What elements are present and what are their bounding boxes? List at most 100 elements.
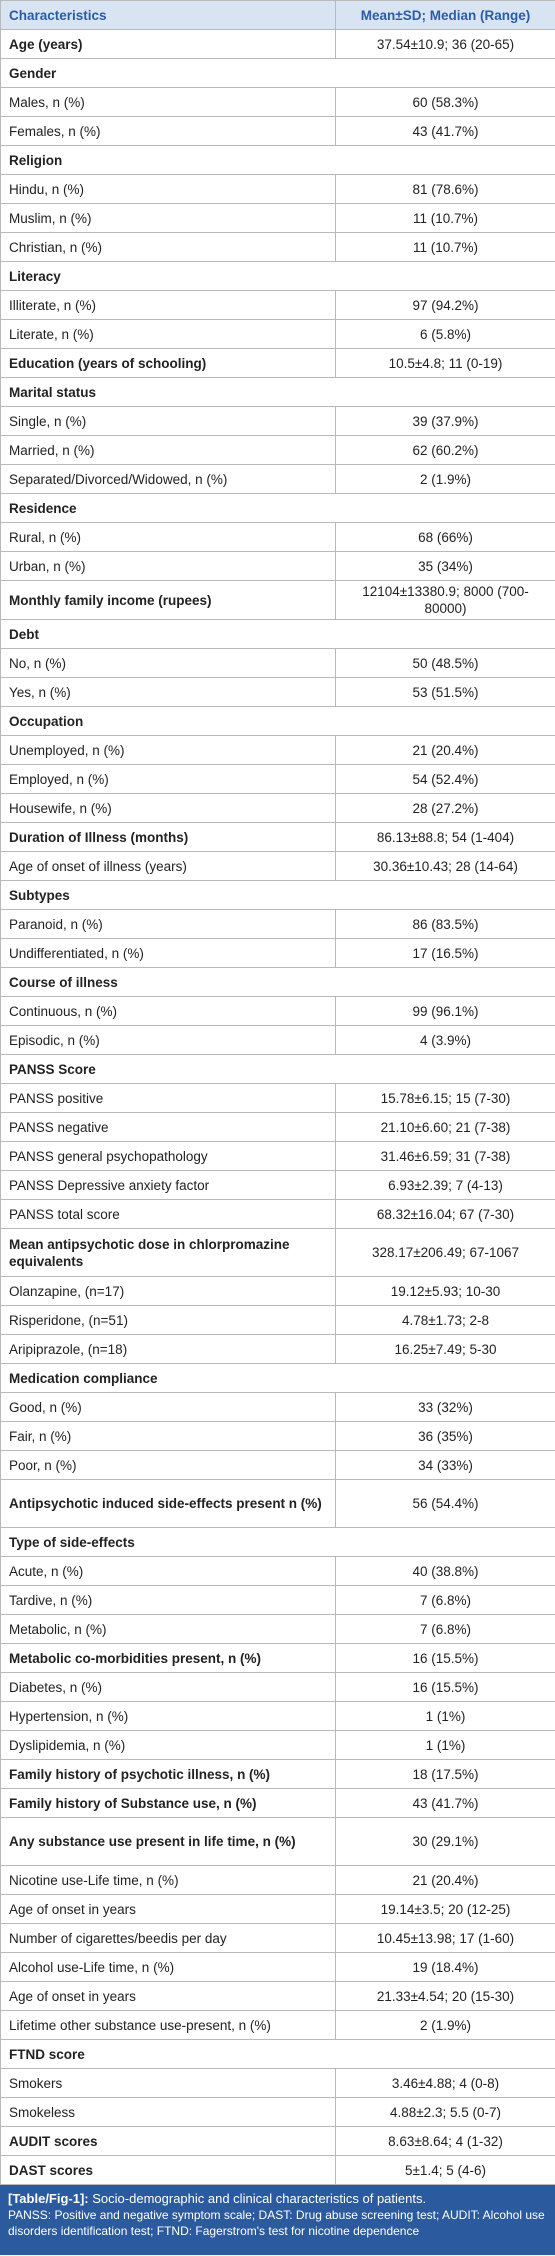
table-cell: Aripiprazole, (n=18) — [0, 1334, 336, 1364]
table-cell: 12104±13380.9; 8000 (700-80000) — [335, 580, 555, 620]
table-row: Metabolic co-morbidities present, n (%) 1… — [0, 1643, 555, 1673]
table-cell: 39 (37.9%) — [335, 406, 555, 436]
table-cell: Age of onset in years — [0, 1894, 336, 1924]
table-row: PANSS total score 68.32±16.04; 67 (7-30) — [0, 1199, 555, 1229]
table-cell: Antipsychotic induced side-effects prese… — [0, 1479, 336, 1528]
table-cell: 99 (96.1%) — [335, 996, 555, 1026]
table-cell: 10.5±4.8; 11 (0-19) — [335, 348, 555, 378]
table-cell: Type of side-effects — [0, 1527, 555, 1557]
table-cell: Age of onset in years — [0, 1981, 336, 2011]
table-cell: 21.33±4.54; 20 (15-30) — [335, 1981, 555, 2011]
table-cell: 16 (15.5%) — [335, 1643, 555, 1673]
table-row: Antipsychotic induced side-effects prese… — [0, 1479, 555, 1528]
table-row: Muslim, n (%) 11 (10.7%) — [0, 203, 555, 233]
table-cell: Acute, n (%) — [0, 1556, 336, 1586]
table-cell: 62 (60.2%) — [335, 435, 555, 465]
table-row: Yes, n (%) 53 (51.5%) — [0, 677, 555, 707]
table-cell: AUDIT scores — [0, 2126, 336, 2156]
table-row: Family history of psychotic illness, n (… — [0, 1759, 555, 1789]
caption-title: Socio-demographic and clinical character… — [92, 2191, 427, 2206]
table-cell: Smokeless — [0, 2097, 336, 2127]
table-cell: 6.93±2.39; 7 (4-13) — [335, 1170, 555, 1200]
table-cell: Undifferentiated, n (%) — [0, 938, 336, 968]
table-cell: 43 (41.7%) — [335, 116, 555, 146]
table-row: Episodic, n (%) 4 (3.9%) — [0, 1025, 555, 1055]
table-cell: Marital status — [0, 377, 555, 407]
table-cell: No, n (%) — [0, 648, 336, 678]
table-cell: Duration of Illness (months) — [0, 822, 336, 852]
table-cell: PANSS Depressive anxiety factor — [0, 1170, 336, 1200]
table-cell: Hindu, n (%) — [0, 174, 336, 204]
table-cell: PANSS general psychopathology — [0, 1141, 336, 1171]
table-cell: 56 (54.4%) — [335, 1479, 555, 1528]
table-cell: Family history of psychotic illness, n (… — [0, 1759, 336, 1789]
caption-label: [Table/Fig-1]: — [8, 2191, 89, 2206]
table-cell: 4 (3.9%) — [335, 1025, 555, 1055]
table-cell: Unemployed, n (%) — [0, 735, 336, 765]
table-cell: Subtypes — [0, 880, 555, 910]
table-cell: 11 (10.7%) — [335, 203, 555, 233]
table-row: Good, n (%) 33 (32%) — [0, 1392, 555, 1422]
table-cell: Muslim, n (%) — [0, 203, 336, 233]
table-cell: PANSS Score — [0, 1054, 555, 1084]
table-row: AUDIT scores 8.63±8.64; 4 (1-32) — [0, 2126, 555, 2156]
caption-note: PANSS: Positive and negative symptom sca… — [8, 2208, 545, 2238]
table-row: Smokeless 4.88±2.3; 5.5 (0-7) — [0, 2097, 555, 2127]
table-cell: Females, n (%) — [0, 116, 336, 146]
table-cell: Fair, n (%) — [0, 1421, 336, 1451]
table-cell: Age (years) — [0, 29, 336, 59]
table-cell: Monthly family income (rupees) — [0, 580, 336, 620]
section-row: Marital status — [0, 377, 555, 407]
table-cell: Religion — [0, 145, 555, 175]
header-row: Characteristics Mean±SD; Median (Range) — [0, 0, 555, 30]
table-row: Married, n (%) 62 (60.2%) — [0, 435, 555, 465]
table-cell: 7 (6.8%) — [335, 1614, 555, 1644]
table-cell: Poor, n (%) — [0, 1450, 336, 1480]
table-row: Rural, n (%) 68 (66%) — [0, 522, 555, 552]
table-row: Alcohol use-Life time, n (%) 19 (18.4%) — [0, 1952, 555, 1982]
table-cell: 5±1.4; 5 (4-6) — [335, 2155, 555, 2185]
table-cell: Separated/Divorced/Widowed, n (%) — [0, 464, 336, 494]
table-cell: 16 (15.5%) — [335, 1672, 555, 1702]
table-row: Undifferentiated, n (%) 17 (16.5%) — [0, 938, 555, 968]
table-cell: Metabolic, n (%) — [0, 1614, 336, 1644]
table-cell: 10.45±13.98; 17 (1-60) — [335, 1923, 555, 1953]
table-cell: 40 (38.8%) — [335, 1556, 555, 1586]
table-cell: 33 (32%) — [335, 1392, 555, 1422]
table-row: Aripiprazole, (n=18) 16.25±7.49; 5-30 — [0, 1334, 555, 1364]
table-cell: 4.88±2.3; 5.5 (0-7) — [335, 2097, 555, 2127]
section-row: Medication compliance — [0, 1363, 555, 1393]
section-row: Occupation — [0, 706, 555, 736]
table-cell: 30 (29.1%) — [335, 1817, 555, 1866]
table-cell: Married, n (%) — [0, 435, 336, 465]
table-cell: 36 (35%) — [335, 1421, 555, 1451]
table-cell: 4.78±1.73; 2-8 — [335, 1305, 555, 1335]
table-cell: Medication compliance — [0, 1363, 555, 1393]
table-row: Mean antipsychotic dose in chlorpromazin… — [0, 1228, 555, 1277]
table-cell: Course of illness — [0, 967, 555, 997]
table-row: PANSS general psychopathology 31.46±6.59;… — [0, 1141, 555, 1171]
table-cell: Housewife, n (%) — [0, 793, 336, 823]
table-row: Age of onset in years 21.33±4.54; 20 (15-… — [0, 1981, 555, 2011]
table-row: Dyslipidemia, n (%) 1 (1%) — [0, 1730, 555, 1760]
table-cell: Rural, n (%) — [0, 522, 336, 552]
table-cell: 50 (48.5%) — [335, 648, 555, 678]
table-cell: 68 (66%) — [335, 522, 555, 552]
table-row: Fair, n (%) 36 (35%) — [0, 1421, 555, 1451]
table-row: No, n (%) 50 (48.5%) — [0, 648, 555, 678]
table-row: Hypertension, n (%) 1 (1%) — [0, 1701, 555, 1731]
table-row: Christian, n (%) 11 (10.7%) — [0, 232, 555, 262]
table-row: Family history of Substance use, n (%) 43… — [0, 1788, 555, 1818]
table-cell: Risperidone, (n=51) — [0, 1305, 336, 1335]
table-cell: Family history of Substance use, n (%) — [0, 1788, 336, 1818]
table-row: Illiterate, n (%) 97 (94.2%) — [0, 290, 555, 320]
table-cell: 97 (94.2%) — [335, 290, 555, 320]
table-row: Duration of Illness (months) 86.13±88.8; … — [0, 822, 555, 852]
table-cell: 19.14±3.5; 20 (12-25) — [335, 1894, 555, 1924]
table-cell: 86 (83.5%) — [335, 909, 555, 939]
table-cell: 1 (1%) — [335, 1701, 555, 1731]
table-cell: Males, n (%) — [0, 87, 336, 117]
table-cell: 53 (51.5%) — [335, 677, 555, 707]
section-row: Type of side-effects — [0, 1527, 555, 1557]
